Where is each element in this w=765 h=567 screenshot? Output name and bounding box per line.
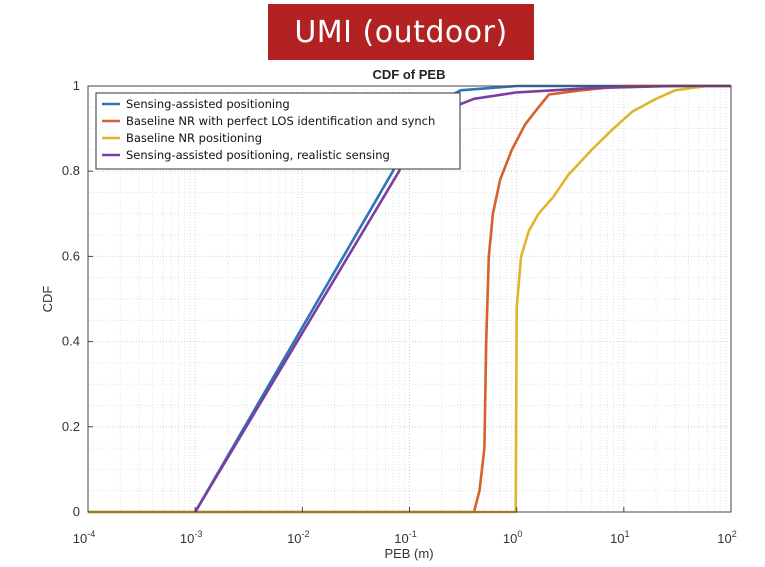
x-tick-label: 10-2 [287,529,309,546]
chart-title: CDF of PEB [373,67,446,82]
legend-box [95,92,461,170]
ticks: 10-4 10-3 10-2 10-1 100 101 102 0 0.2 0.4 0.6 0.8 1 [62,78,737,546]
legend-label: Sensing-assisted positioning [126,97,290,111]
series-line-3 [88,84,731,514]
chart-banner: UMI (outdoor) [268,4,534,60]
y-tick-label: 0.2 [62,419,80,434]
y-tick-label: 0.6 [62,248,80,263]
x-tick-label: 101 [610,529,629,546]
legend-label: Baseline NR positioning [126,131,262,145]
y-tick-label: 0.8 [62,163,80,178]
x-tick-label: 10-1 [394,529,416,546]
x-tick-label: 10-3 [180,529,202,546]
y-tick-label: 0.4 [62,334,80,349]
x-axis-label: PEB (m) [384,546,433,561]
x-tick-label: 100 [503,529,522,546]
legend: Sensing-assisted positioning Baseline NR … [95,92,461,170]
legend-label: Baseline NR with perfect LOS identificat… [126,114,435,128]
legend-label: Sensing-assisted positioning, realistic … [126,148,390,162]
y-tick-label: 0 [73,504,80,519]
y-tick-label: 1 [73,78,80,93]
banner-title: UMI (outdoor) [294,14,508,50]
x-tick-label: 10-4 [73,529,95,546]
series-line-2 [88,84,731,514]
y-axis-label: CDF [40,286,55,313]
x-tick-label: 102 [717,529,736,546]
grid [87,85,731,513]
